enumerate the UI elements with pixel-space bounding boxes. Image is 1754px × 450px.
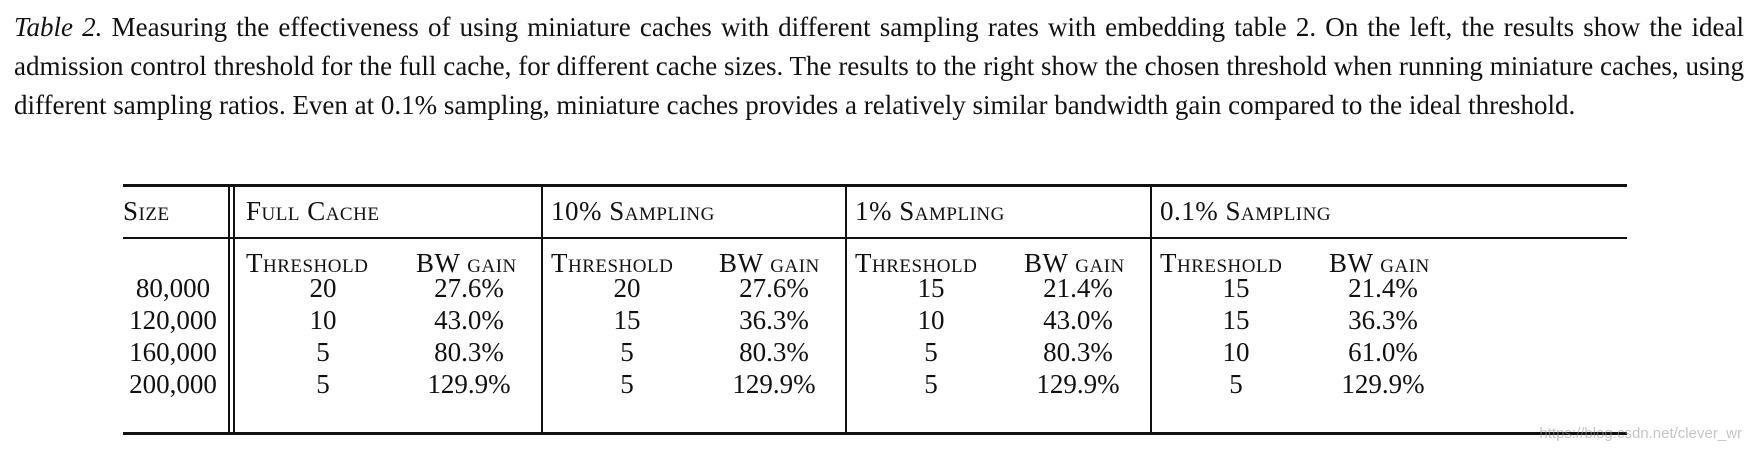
threshold-cell: 20 [613, 273, 641, 303]
group-header-01-sampling: 0.1% Sampling [1160, 196, 1332, 226]
threshold-cell: 5 [316, 369, 330, 399]
bw-gain-cell: 27.6% [434, 273, 504, 303]
threshold-cell: 10 [917, 305, 945, 335]
size-column-divider [228, 187, 230, 432]
bw-gain-cell: 61.0% [1348, 337, 1418, 367]
threshold-cell: 10 [309, 305, 337, 335]
group-divider [845, 187, 847, 432]
threshold-cell: 5 [924, 369, 938, 399]
table-header-rule [123, 237, 1627, 239]
table-caption: Table 2. Measuring the effectiveness of … [14, 8, 1744, 125]
watermark: https://blog.csdn.net/clever_wr [1539, 425, 1742, 442]
threshold-cell: 5 [924, 337, 938, 367]
bw-gain-cell: 43.0% [434, 305, 504, 335]
subheader-bw-gain: BW gain [719, 248, 820, 278]
bw-gain-cell: 129.9% [732, 369, 816, 399]
bw-gain-cell: 27.6% [739, 273, 809, 303]
subheader-threshold: Threshold [855, 248, 978, 278]
bw-gain-cell: 129.9% [427, 369, 511, 399]
group-divider [541, 187, 543, 432]
threshold-cell: 15 [917, 273, 945, 303]
threshold-cell: 5 [1229, 369, 1243, 399]
threshold-cell: 5 [620, 369, 634, 399]
bw-gain-cell: 21.4% [1043, 273, 1113, 303]
size-header: Size [123, 196, 170, 226]
subheader-bw-gain: BW gain [1329, 248, 1430, 278]
size-cell: 160,000 [129, 337, 217, 367]
subheader-threshold: Threshold [551, 248, 674, 278]
threshold-cell: 15 [613, 305, 641, 335]
subheader-bw-gain: BW gain [416, 248, 517, 278]
group-divider [1150, 187, 1152, 432]
caption-text: Measuring the effectiveness of using min… [14, 12, 1744, 120]
threshold-cell: 5 [316, 337, 330, 367]
caption-label: Table 2. [14, 12, 103, 42]
size-cell: 120,000 [129, 305, 217, 335]
bw-gain-cell: 80.3% [1043, 337, 1113, 367]
bw-gain-cell: 36.3% [1348, 305, 1418, 335]
bw-gain-cell: 80.3% [739, 337, 809, 367]
group-header-10-sampling: 10% Sampling [551, 196, 715, 226]
bw-gain-cell: 43.0% [1043, 305, 1113, 335]
threshold-cell: 15 [1222, 273, 1250, 303]
threshold-cell: 15 [1222, 305, 1250, 335]
size-cell: 200,000 [129, 369, 217, 399]
bw-gain-cell: 21.4% [1348, 273, 1418, 303]
bw-gain-cell: 129.9% [1036, 369, 1120, 399]
subheader-bw-gain: BW gain [1024, 248, 1125, 278]
table-top-rule [123, 184, 1627, 187]
group-header-1-sampling: 1% Sampling [855, 196, 1005, 226]
group-header-full-cache: Full Cache [246, 196, 380, 226]
threshold-cell: 10 [1222, 337, 1250, 367]
subheader-threshold: Threshold [246, 248, 369, 278]
size-column-divider [233, 187, 235, 432]
size-cell: 80,000 [135, 273, 211, 303]
threshold-cell: 5 [620, 337, 634, 367]
subheader-threshold: Threshold [1160, 248, 1283, 278]
bw-gain-cell: 129.9% [1341, 369, 1425, 399]
bw-gain-cell: 36.3% [739, 305, 809, 335]
table-bottom-rule [123, 432, 1627, 435]
results-table: Size Full Cache 10% Sampling 1% Sampling… [123, 184, 1627, 435]
bw-gain-cell: 80.3% [434, 337, 504, 367]
threshold-cell: 20 [309, 273, 337, 303]
